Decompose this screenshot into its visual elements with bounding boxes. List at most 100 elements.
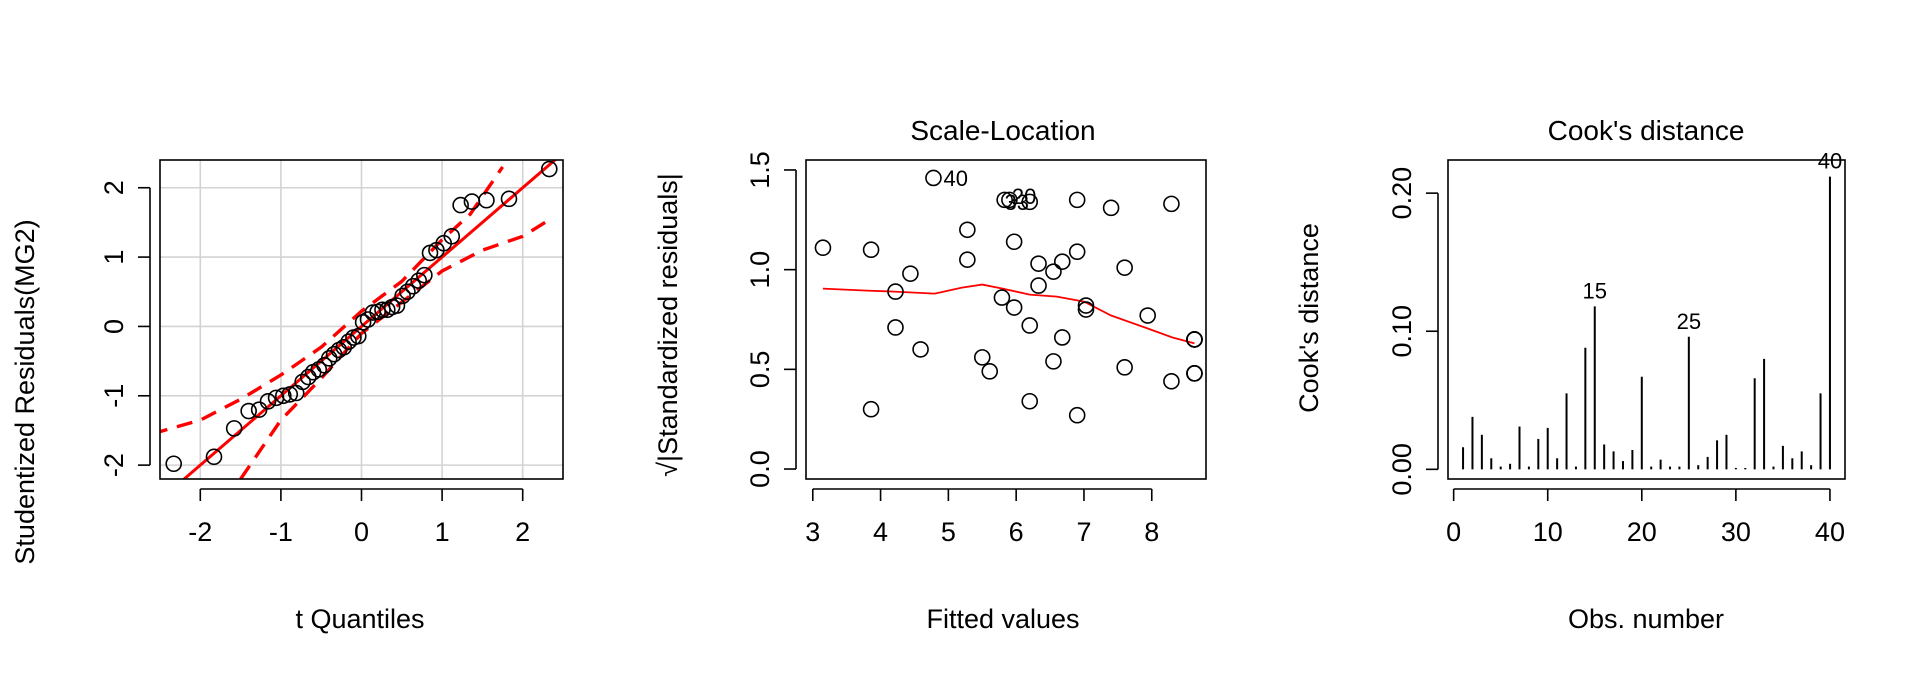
scale-location-point [1045,353,1062,370]
scale-location-point [1068,243,1086,261]
qq-plot-point [340,333,357,350]
scale-location-y-tick-label: 0.5 [745,351,775,389]
qq-plot-point [294,373,311,391]
scale-location-point [1163,373,1180,390]
qq-plot-y-axis: -2 -1 0 1 2 [99,180,151,477]
scale-location-point [973,349,991,366]
qq-plot-point [335,338,353,356]
qq-plot-point [225,420,243,437]
scale-location-point [996,191,1013,209]
qq-plot-y-tick-label: -1 [99,384,129,408]
cooks-distance-bar-label: 25 [1677,309,1701,334]
qq-plot-point [250,401,268,418]
qq-plot-point [394,287,411,305]
qq-plot-y-tick-label: 2 [99,180,129,195]
cooks-distance-plot-frame [1447,159,1846,480]
qq-plot-point [240,402,257,420]
scale-location-point-label: 33 [1004,190,1028,215]
cooks-distance-x-axis-label: Obs. number [1568,604,1724,634]
cooks-distance-y-tick-label: 0.00 [1387,443,1417,496]
scale-location-point [1001,191,1018,209]
scale-location-point [902,265,919,282]
qq-plot-point [320,350,338,367]
cooks-distance-x-tick-label: 40 [1815,517,1845,547]
qq-plot-point [281,386,299,403]
scale-location-y-tick-label: 0.0 [745,450,775,488]
scale-location-title: Scale-Location [910,115,1095,146]
qq-plot-point [416,266,433,284]
qq-plot-y-tick-label: -2 [99,453,129,477]
qq-plot-y-tick-label: 0 [99,319,129,334]
scale-location-panel: Scale-Location Fitted values √|Standardi… [653,115,1207,634]
cooks-distance-x-tick-label: 0 [1446,517,1461,547]
qq-plot-panel: t Quantiles Studentized Residuals(MG2) -… [10,159,564,634]
cooks-distance-title: Cook's distance [1548,115,1745,146]
scale-location-point [1068,191,1086,209]
qq-plot-envelope-lower [239,217,552,479]
cooks-distance-bar-label: 40 [1818,149,1842,174]
qq-plot-point [388,297,406,314]
qq-plot-x-tick-label: 2 [515,517,530,547]
scale-location-point [1077,301,1095,318]
qq-plot-reference-line [181,160,558,479]
scale-location-point [925,169,942,187]
qq-plot-x-tick-label: 1 [435,517,450,547]
cooks-distance-panel: Cook's distance Obs. number Cook's dista… [1294,115,1846,634]
scale-location-x-tick-label: 3 [805,517,820,547]
scale-location-y-axis: 0.0 0.5 1.0 1.5 [745,151,797,488]
scale-location-point [1163,195,1180,213]
qq-plot-point [165,455,183,473]
scale-location-point [1186,331,1203,348]
scale-location-x-tick-label: 6 [1009,517,1024,547]
scale-location-point [1021,193,1039,211]
scale-location-x-tick-label: 4 [873,517,888,547]
scale-location-point [981,363,999,380]
qq-plot-point [310,361,328,378]
scale-location-point [1021,392,1039,410]
qq-plot-x-tick-label: -2 [188,517,212,547]
scale-location-x-axis-label: Fitted values [926,604,1079,634]
qq-plot-x-tick-label: -1 [269,517,293,547]
qq-plot-point [540,160,558,178]
scale-location-point [1030,277,1047,294]
scale-location-point [1030,255,1047,272]
scale-location-point [1139,307,1156,324]
qq-plot-point [478,191,495,209]
scale-location-plot-frame [805,159,1207,480]
scale-location-point [1053,329,1071,346]
qq-plot-envelope-upper [160,165,505,434]
scale-location-y-tick-label: 1.5 [745,151,775,189]
scale-location-point-label: 40 [943,166,967,191]
qq-plot-x-axis: -2 -1 0 1 2 [188,488,530,547]
qq-plot-y-tick-label: 1 [99,250,129,265]
scale-location-smoother-line [822,283,1195,345]
scale-location-point [1068,406,1086,424]
scale-location-y-axis-label: √|Standardized residuals| [653,173,683,477]
scale-location-y-tick-label: 1.0 [745,251,775,289]
scale-location-point-label: 20 [1012,184,1036,209]
scale-location-point [814,239,832,257]
scale-location-point [1102,199,1120,217]
scale-location-point [887,283,904,300]
scale-location-point [912,341,929,358]
scale-location-point [887,319,904,336]
cooks-distance-x-tick-label: 30 [1721,517,1751,547]
qq-plot-x-axis-label: t Quantiles [295,604,424,634]
qq-plot-y-axis-label: Studentized Residuals(MG2) [10,219,40,564]
scale-location-point [993,289,1011,306]
qq-plot-point [259,393,277,410]
scale-location-point [862,400,880,418]
scale-location-x-tick-label: 8 [1144,517,1159,547]
scale-location-x-tick-label: 7 [1076,517,1091,547]
qq-plot-point [404,277,422,295]
cooks-distance-x-axis: 0 10 20 30 40 [1446,488,1845,547]
qq-plot-point [452,196,469,214]
scale-location-point [1053,253,1071,270]
qq-plot-area [160,160,563,479]
scale-location-point [1077,297,1095,314]
cooks-distance-y-axis-label: Cook's distance [1294,223,1324,413]
cooks-distance-x-tick-label: 10 [1533,517,1563,547]
